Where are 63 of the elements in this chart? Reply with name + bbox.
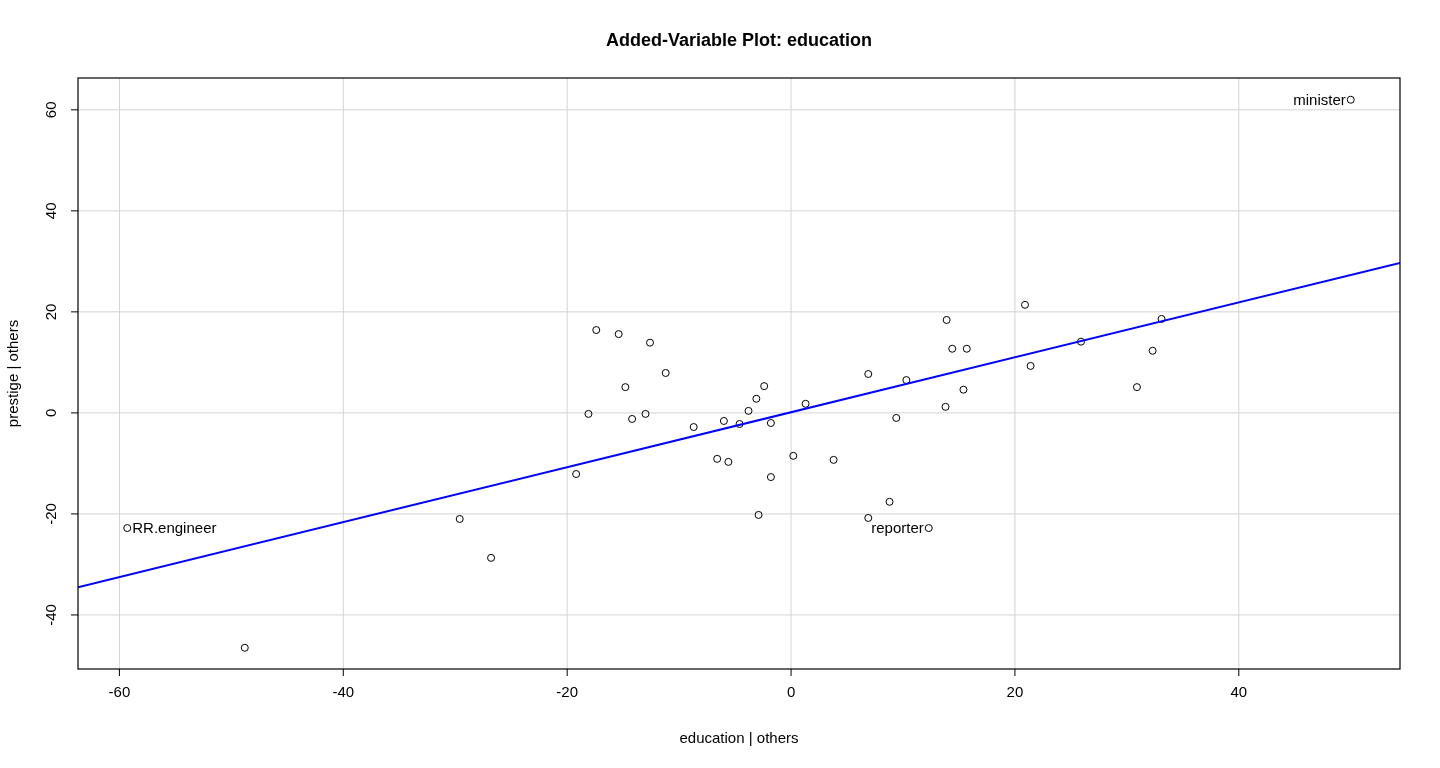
point — [661, 369, 670, 377]
point — [1148, 346, 1157, 355]
point — [766, 473, 775, 482]
point — [948, 344, 957, 353]
point — [941, 402, 950, 411]
point — [641, 409, 650, 418]
x-tick-label: -40 — [332, 683, 355, 700]
point — [1076, 337, 1085, 346]
point — [1157, 314, 1166, 323]
point — [621, 383, 630, 392]
y-tick-label: -20 — [42, 503, 59, 525]
chart-title: Added-Variable Plot: education — [605, 30, 873, 50]
point — [789, 451, 798, 460]
point — [864, 370, 873, 379]
point — [766, 419, 775, 427]
point — [1132, 383, 1141, 392]
point — [924, 524, 933, 533]
point — [962, 344, 971, 353]
x-tick-label: -60 — [108, 683, 131, 700]
point — [801, 399, 810, 408]
point — [572, 470, 581, 479]
point — [942, 315, 951, 324]
point — [864, 513, 873, 522]
point — [724, 457, 733, 466]
point — [614, 330, 623, 339]
point — [829, 455, 838, 464]
point — [584, 409, 593, 418]
point — [240, 643, 249, 652]
point — [892, 413, 901, 422]
point — [1346, 95, 1355, 104]
point — [123, 524, 132, 533]
point — [592, 326, 601, 335]
y-tick-label: 40 — [42, 202, 59, 220]
annotation: RR.engineer — [132, 519, 217, 537]
point — [959, 385, 968, 394]
x-tick-label: 20 — [1006, 683, 1024, 700]
point — [744, 406, 753, 415]
point — [1021, 300, 1029, 309]
x-axis-title: education | others — [679, 729, 799, 746]
point — [646, 338, 655, 347]
x-tick-label: -20 — [556, 683, 579, 700]
y-tick-label: 0 — [42, 408, 59, 418]
point — [735, 420, 744, 429]
point — [487, 553, 496, 562]
y-tick-label: 60 — [42, 101, 59, 119]
point — [760, 382, 769, 391]
y-tick-label: -40 — [42, 604, 59, 626]
y-axis-title: prestige | others — [4, 319, 21, 428]
point — [902, 376, 911, 385]
point — [455, 514, 464, 523]
point — [752, 394, 761, 403]
y-tick-label: 20 — [42, 303, 59, 321]
point — [689, 423, 698, 432]
point — [628, 414, 637, 423]
annotation: reporter — [871, 519, 924, 537]
point — [885, 497, 894, 506]
point — [719, 416, 728, 425]
point — [754, 510, 763, 519]
x-tick-label: 40 — [1230, 683, 1248, 700]
point — [1026, 361, 1035, 370]
x-tick-label: 0 — [786, 683, 796, 700]
point — [713, 454, 722, 463]
annotation: minister — [1293, 90, 1346, 108]
